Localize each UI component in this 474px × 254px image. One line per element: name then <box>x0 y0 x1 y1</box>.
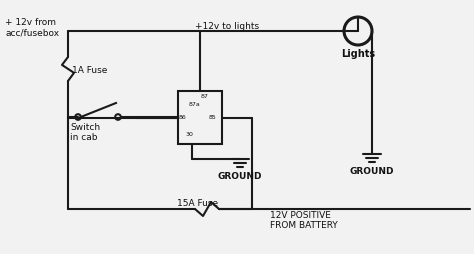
Text: Lights: Lights <box>341 49 375 59</box>
Text: 87a: 87a <box>189 102 201 107</box>
Text: 85: 85 <box>209 115 217 120</box>
Text: 87: 87 <box>201 94 209 99</box>
Text: GROUND: GROUND <box>218 171 262 180</box>
Text: 15A Fuse: 15A Fuse <box>177 198 218 207</box>
Text: Switch
in cab: Switch in cab <box>70 122 100 142</box>
Text: 30: 30 <box>186 132 194 136</box>
Text: 86: 86 <box>179 115 187 120</box>
Text: GROUND: GROUND <box>350 166 394 175</box>
Text: + 12v from
acc/fusebox: + 12v from acc/fusebox <box>5 18 59 37</box>
Text: 1A Fuse: 1A Fuse <box>72 65 108 74</box>
Text: 12V POSITIVE
FROM BATTERY: 12V POSITIVE FROM BATTERY <box>270 210 338 230</box>
Bar <box>178 92 222 145</box>
Text: +12v to lights: +12v to lights <box>195 22 259 31</box>
